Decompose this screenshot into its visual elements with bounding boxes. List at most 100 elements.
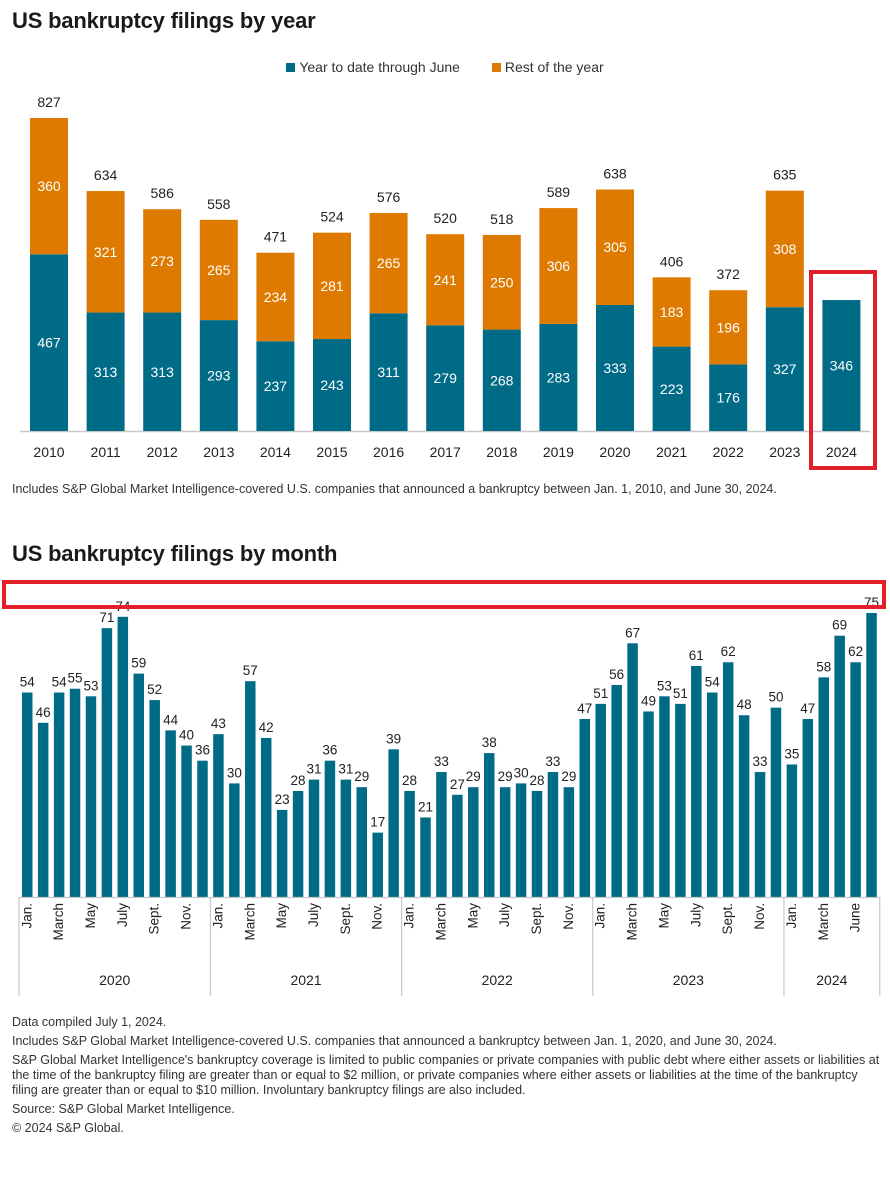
bar-label-rest-2021: 183 [660, 304, 684, 320]
bar-2023-June [675, 703, 686, 897]
month-tick-2023-Jan.: Jan. [593, 903, 608, 929]
month-tick-2023-March: March [625, 903, 640, 941]
bar-2020-March [53, 692, 65, 897]
legend-item-ytd: Year to date through June [286, 59, 460, 75]
bar-ytd-2012 [143, 312, 182, 431]
month-tick-2022-Nov.: Nov. [561, 903, 576, 930]
value-label-2022-Sept.: 28 [529, 773, 544, 788]
value-label-2022-Feb.: 21 [418, 799, 433, 814]
legend-item-rest: Rest of the year [491, 59, 604, 75]
value-label-2020-May: 53 [83, 678, 98, 693]
month-tick-2021-May: May [274, 903, 289, 929]
yearly-chart: 467 360 827 2010 313 321 634 2011 313 273 586 2012 2… [20, 94, 870, 460]
year-label-2021: 2021 [290, 972, 321, 988]
bar-2024-June [866, 613, 877, 897]
x-tick-2015: 2015 [316, 444, 347, 460]
bar-label-ytd-2012: 313 [151, 364, 175, 380]
bar-ytd-2010 [30, 254, 68, 431]
total-label-2016: 576 [377, 189, 401, 205]
bar-label-ytd-2011: 313 [94, 364, 118, 380]
year-label-2023: 2023 [673, 972, 704, 988]
bar-label-ytd-2013: 293 [207, 368, 231, 384]
bar-rest-2018 [482, 234, 521, 330]
legend-swatch-rest [491, 63, 501, 72]
bar-label-rest-2011: 321 [94, 244, 118, 260]
x-tick-2014: 2014 [260, 444, 291, 460]
bar-label-rest-2019: 306 [547, 258, 571, 274]
bar-label-ytd-2020: 333 [603, 360, 627, 376]
value-label-2020-Aug.: 59 [131, 656, 146, 671]
bar-ytd-2013 [199, 320, 238, 431]
total-label-2010: 827 [37, 94, 61, 110]
bar-label-rest-2012: 273 [151, 253, 175, 269]
yearly-chart-note: Includes S&P Global Market Intelligence-… [12, 482, 777, 496]
month-tick-2023-Nov.: Nov. [752, 903, 767, 930]
value-label-2021-Sept.: 31 [338, 762, 353, 777]
bar-2022-Jan. [404, 790, 415, 897]
bar-2021-Oct. [356, 787, 368, 897]
value-label-2020-Jan.: 54 [20, 675, 36, 690]
x-tick-2010: 2010 [33, 444, 64, 460]
bar-2022-Oct. [547, 772, 559, 897]
x-tick-2016: 2016 [373, 444, 404, 460]
bar-2024-May [850, 662, 861, 897]
total-label-2023: 635 [773, 167, 797, 183]
bar-ytd-2015 [313, 339, 351, 431]
month-tick-2022-July: July [497, 903, 512, 927]
x-tick-2011: 2011 [91, 444, 121, 460]
bar-ytd-2016 [369, 313, 408, 431]
month-tick-2022-Sept.: Sept. [529, 903, 544, 935]
value-label-2023-Nov.: 33 [753, 754, 768, 769]
footer-coverage: S&P Global Market Intelligence's bankrup… [12, 1053, 880, 1097]
value-label-2021-Feb.: 30 [227, 765, 242, 780]
value-label-2020-Oct.: 44 [163, 712, 179, 727]
value-label-2020-June: 71 [99, 610, 114, 625]
bar-label-ytd-2018: 268 [490, 372, 514, 388]
bar-2024-Feb. [802, 719, 814, 897]
month-tick-2024-March: March [816, 903, 831, 941]
bar-2023-Sept. [722, 662, 734, 897]
bar-2022-July [499, 787, 511, 897]
yearly-chart-legend: Year to date through June Rest of the ye… [0, 59, 890, 75]
bar-rest-2010 [30, 118, 68, 255]
bar-2020-Aug. [133, 673, 145, 897]
legend-label-rest: Rest of the year [504, 59, 604, 75]
bar-2020-Jan. [22, 692, 33, 897]
bar-label-ytd-2010: 467 [37, 335, 61, 351]
value-label-2023-April: 49 [641, 693, 656, 708]
bar-label-rest-2020: 305 [603, 239, 627, 255]
month-tick-2023-May: May [656, 903, 671, 929]
value-label-2022-Aug.: 30 [514, 765, 529, 780]
bar-rest-2019 [539, 208, 578, 324]
value-label-2021-April: 42 [259, 720, 274, 735]
bar-2024-March [818, 677, 829, 897]
bar-label-rest-2016: 265 [377, 255, 401, 271]
total-label-2019: 589 [547, 184, 571, 200]
value-label-2024-March: 58 [816, 659, 831, 674]
value-label-2023-July: 61 [689, 648, 704, 663]
x-tick-2024: 2024 [826, 444, 857, 460]
bar-2022-Sept. [531, 790, 543, 897]
bar-label-ytd-2017: 279 [434, 370, 458, 386]
value-label-2020-April: 55 [68, 671, 83, 686]
value-label-2021-Oct.: 29 [354, 769, 369, 784]
total-label-2018: 518 [490, 211, 514, 227]
value-label-2021-May: 23 [275, 792, 290, 807]
bar-2023-March [627, 643, 638, 897]
bar-2020-July [117, 616, 129, 897]
x-tick-2018: 2018 [486, 444, 517, 460]
bar-rest-2023 [765, 190, 804, 308]
total-label-2022: 372 [717, 266, 741, 282]
x-tick-2023: 2023 [769, 444, 800, 460]
bar-2020-June [101, 628, 113, 897]
bar-2023-May [659, 696, 670, 897]
bar-2020-May [85, 696, 97, 897]
value-label-2020-March: 54 [52, 675, 68, 690]
value-label-2022-June: 38 [482, 735, 497, 750]
x-tick-2013: 2013 [203, 444, 234, 460]
value-label-2021-Dec.: 39 [386, 731, 401, 746]
total-label-2011: 634 [94, 167, 118, 183]
bar-rest-2017 [426, 234, 465, 326]
bar-2023-April [643, 711, 654, 897]
bar-label-ytd-2024: 346 [830, 358, 854, 374]
